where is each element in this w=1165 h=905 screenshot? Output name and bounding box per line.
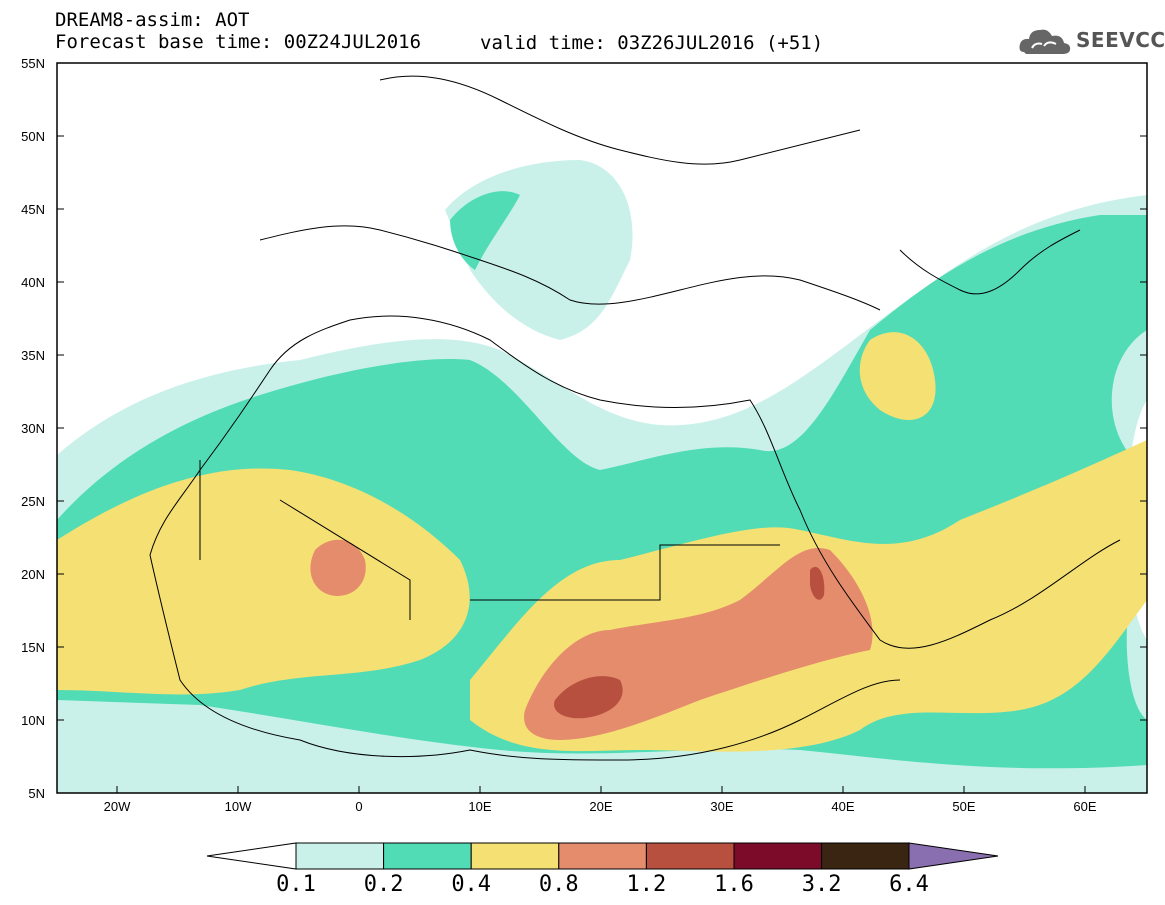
lat-label: 25N bbox=[21, 494, 45, 509]
coastlines bbox=[149, 75, 1121, 761]
lon-label: 20W bbox=[104, 799, 131, 814]
lon-label: 60E bbox=[1073, 799, 1096, 814]
lon-ticks bbox=[116, 786, 1086, 793]
colorbar-segment bbox=[733, 842, 823, 870]
lat-label: 55N bbox=[21, 56, 45, 71]
lon-label: 10W bbox=[225, 799, 252, 814]
colorbar-label: 0.4 bbox=[451, 872, 492, 897]
aot-band-0-4 bbox=[57, 468, 470, 695]
lat-ticks bbox=[57, 135, 1147, 721]
logo-text: SEEVCCC bbox=[1076, 28, 1165, 52]
lat-label: 30N bbox=[21, 421, 45, 436]
map-title: DREAM8-assim: AOT bbox=[55, 9, 250, 31]
colorbar bbox=[206, 842, 999, 870]
lat-label: 35N bbox=[21, 348, 45, 363]
lat-label: 15N bbox=[21, 640, 45, 655]
lon-label: 30E bbox=[710, 799, 733, 814]
lon-label: 0 bbox=[355, 799, 362, 814]
lat-label: 40N bbox=[21, 275, 45, 290]
aot-band-1-2-ethiopia bbox=[810, 566, 825, 600]
colorbar-segment bbox=[558, 842, 647, 870]
seevccc-logo: SEEVCCC bbox=[1018, 22, 1165, 58]
lat-label: 45N bbox=[21, 202, 45, 217]
lon-label: 10E bbox=[468, 799, 491, 814]
aot-band-1-2 bbox=[554, 676, 623, 719]
lat-label: 10N bbox=[21, 713, 45, 728]
cloud-icon bbox=[1019, 29, 1071, 54]
lon-label: 40E bbox=[831, 799, 854, 814]
lon-label: 50E bbox=[952, 799, 975, 814]
aot-fields bbox=[57, 75, 1147, 793]
lon-label: 20E bbox=[589, 799, 612, 814]
colorbar-high-arrow bbox=[908, 842, 999, 870]
colorbar-segment bbox=[383, 842, 472, 870]
colorbar-label: 0.2 bbox=[363, 872, 404, 897]
colorbar-label: 0.1 bbox=[276, 872, 316, 897]
aot-band-0-2-italy bbox=[450, 191, 520, 270]
aot-band-0-4-iraq bbox=[859, 332, 936, 420]
lat-label: 5N bbox=[28, 786, 45, 801]
colorbar-label: 6.4 bbox=[889, 872, 929, 897]
lat-axis: 55N 50N 45N 40N 35N 30N 25N 20N 15N 10N … bbox=[21, 56, 45, 801]
colorbar-label: 0.8 bbox=[538, 872, 579, 897]
colorbar-segment bbox=[295, 842, 385, 870]
aot-band-0-8-mali bbox=[310, 539, 366, 596]
colorbar-label: 3.2 bbox=[801, 872, 842, 897]
lat-label: 50N bbox=[21, 129, 45, 144]
colorbar-segment bbox=[821, 842, 910, 870]
lon-axis: 20W 10W 0 10E 20E 30E 40E 50E 60E bbox=[104, 799, 1097, 814]
valid-time: valid time: 03Z26JUL2016 (+51) bbox=[480, 32, 824, 54]
lat-label: 20N bbox=[21, 567, 45, 582]
colorbar-label: 1.6 bbox=[714, 872, 754, 897]
forecast-base-time: Forecast base time: 00Z24JUL2016 bbox=[55, 31, 422, 53]
colorbar-segment bbox=[470, 842, 560, 870]
colorbar-segment bbox=[645, 842, 735, 870]
colorbar-low-arrow bbox=[206, 842, 297, 870]
colorbar-label: 1.2 bbox=[626, 872, 667, 897]
